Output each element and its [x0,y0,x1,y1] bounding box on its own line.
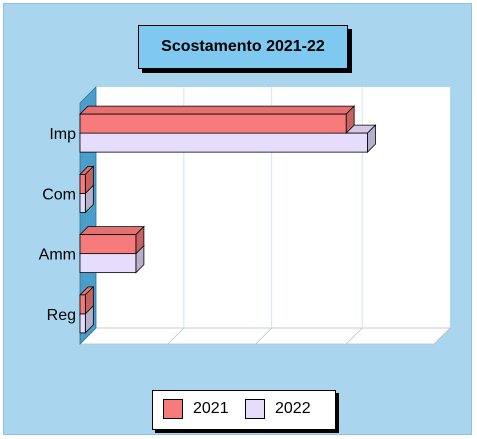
gridline-floor [345,327,363,345]
chart-title-text: Scostamento 2021-22 [161,38,325,55]
legend-item-2021: 2021 [163,399,229,419]
bar [79,294,86,315]
bar [79,234,137,255]
gridline-floor [167,327,185,345]
bar [79,253,137,274]
bar [79,132,368,153]
category-label: Com [42,186,76,203]
chart-title: Scostamento 2021-22 [138,25,348,69]
legend-swatch-2022 [245,399,265,419]
category-label: Amm [39,247,76,264]
plot-floor [79,327,451,345]
bar [79,113,347,134]
legend-label-2022: 2022 [275,400,311,417]
legend-swatch-2021 [163,399,183,419]
bar-top [79,226,145,236]
bar [79,313,86,334]
bar-top [79,105,356,115]
category-label: Reg [47,307,76,324]
legend-label-2021: 2021 [193,400,229,417]
legend: 2021 2022 [152,390,336,430]
gridline-floor [255,327,272,345]
chart-frame: Imp Com Amm Reg Scostamento 2021-22 2021 20… [3,3,472,435]
bar [79,173,86,194]
bar [79,192,86,213]
bar-chart: Imp Com Amm Reg [39,86,451,345]
legend-item-2022: 2022 [245,399,311,419]
category-label: Imp [49,126,76,143]
